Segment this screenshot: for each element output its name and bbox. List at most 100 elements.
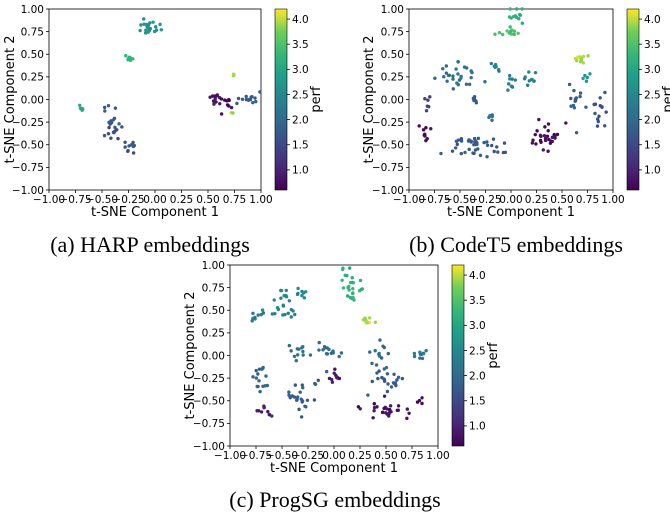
data-point <box>366 393 370 397</box>
x-tick-label: −0.25 <box>112 194 144 206</box>
data-point <box>298 390 302 394</box>
data-point <box>131 57 135 61</box>
x-tick-label: −1.00 <box>214 450 246 462</box>
data-point <box>467 82 472 87</box>
data-point <box>380 410 385 415</box>
data-point <box>576 55 580 59</box>
data-point <box>341 286 346 290</box>
data-point <box>417 398 422 403</box>
data-point <box>211 99 216 103</box>
data-point <box>142 17 146 21</box>
data-point <box>286 311 290 315</box>
data-point <box>385 389 390 394</box>
data-point <box>316 378 320 383</box>
data-point <box>301 291 306 295</box>
x-tick-label: −0.75 <box>418 194 450 206</box>
data-point <box>317 340 321 345</box>
data-point <box>465 66 469 70</box>
data-point <box>382 378 387 382</box>
colorbar-tick-label: 1.0 <box>469 421 486 433</box>
colorbar-tick-label: 2.0 <box>292 114 309 126</box>
data-point <box>372 402 376 406</box>
data-point <box>545 134 550 138</box>
scatter-points <box>78 17 262 155</box>
colorbar-tick-label: 3.0 <box>644 64 661 76</box>
data-point <box>337 354 341 359</box>
colorbar-label: perf <box>309 86 324 113</box>
data-point <box>229 105 234 110</box>
y-tick-label: 0.00 <box>202 350 225 362</box>
data-point <box>258 90 262 94</box>
data-point <box>251 100 255 105</box>
data-point <box>299 415 304 419</box>
data-point <box>250 319 254 323</box>
data-point <box>383 411 388 415</box>
data-point <box>532 79 536 83</box>
data-point <box>464 82 469 86</box>
data-point <box>474 139 478 143</box>
data-point <box>350 291 355 296</box>
colorbar-tick-label: 1.0 <box>644 165 661 177</box>
data-point <box>420 396 424 400</box>
data-point <box>405 407 410 411</box>
data-point <box>103 109 107 113</box>
data-point <box>257 379 261 383</box>
data-point <box>270 414 274 418</box>
data-point <box>427 105 431 109</box>
data-point <box>535 129 539 133</box>
data-point <box>272 298 276 302</box>
data-point <box>478 153 483 158</box>
data-point <box>312 398 317 402</box>
y-tick-label: 0.25 <box>202 328 225 340</box>
y-tick-label: 0.50 <box>21 49 44 61</box>
data-point <box>513 78 517 82</box>
data-point <box>378 338 382 342</box>
data-point <box>367 316 372 320</box>
data-point <box>382 406 386 411</box>
data-point <box>279 296 283 300</box>
data-point <box>300 293 304 298</box>
data-point <box>287 390 291 394</box>
data-point <box>457 78 462 82</box>
data-point <box>508 25 512 29</box>
data-point <box>412 351 417 356</box>
y-axis-label: t-SNE Component 2 <box>183 292 198 420</box>
data-point <box>472 94 477 99</box>
x-tick-label: −1.00 <box>33 194 65 206</box>
data-point <box>444 71 449 75</box>
data-point <box>259 410 264 414</box>
data-point <box>301 385 305 390</box>
data-point <box>372 409 376 413</box>
data-point <box>374 363 379 367</box>
data-point <box>222 98 227 102</box>
y-tick-label: −0.50 <box>372 140 404 152</box>
y-tick-label: 0.25 <box>21 72 44 84</box>
x-tick-label: 1.00 <box>601 194 624 206</box>
data-point <box>533 70 538 75</box>
data-point <box>487 115 491 120</box>
data-point <box>543 136 548 141</box>
data-point <box>418 356 422 360</box>
data-point <box>339 351 344 355</box>
data-point <box>139 23 143 27</box>
data-point <box>364 319 368 323</box>
data-point <box>418 352 423 356</box>
data-point <box>472 143 476 147</box>
data-point <box>337 376 342 381</box>
data-point <box>514 7 519 11</box>
data-point <box>370 361 374 366</box>
data-point <box>446 73 451 78</box>
x-tick-label: 0.50 <box>374 450 397 462</box>
data-point <box>109 136 113 140</box>
data-point <box>533 132 537 137</box>
data-point <box>456 72 460 76</box>
data-point <box>327 376 332 381</box>
data-point <box>417 124 421 128</box>
data-point <box>583 73 587 78</box>
colorbar-label: perf <box>486 342 501 369</box>
data-point <box>357 289 362 293</box>
data-point <box>509 16 513 20</box>
data-point <box>267 412 271 417</box>
data-point <box>386 382 390 386</box>
data-point <box>546 149 550 153</box>
